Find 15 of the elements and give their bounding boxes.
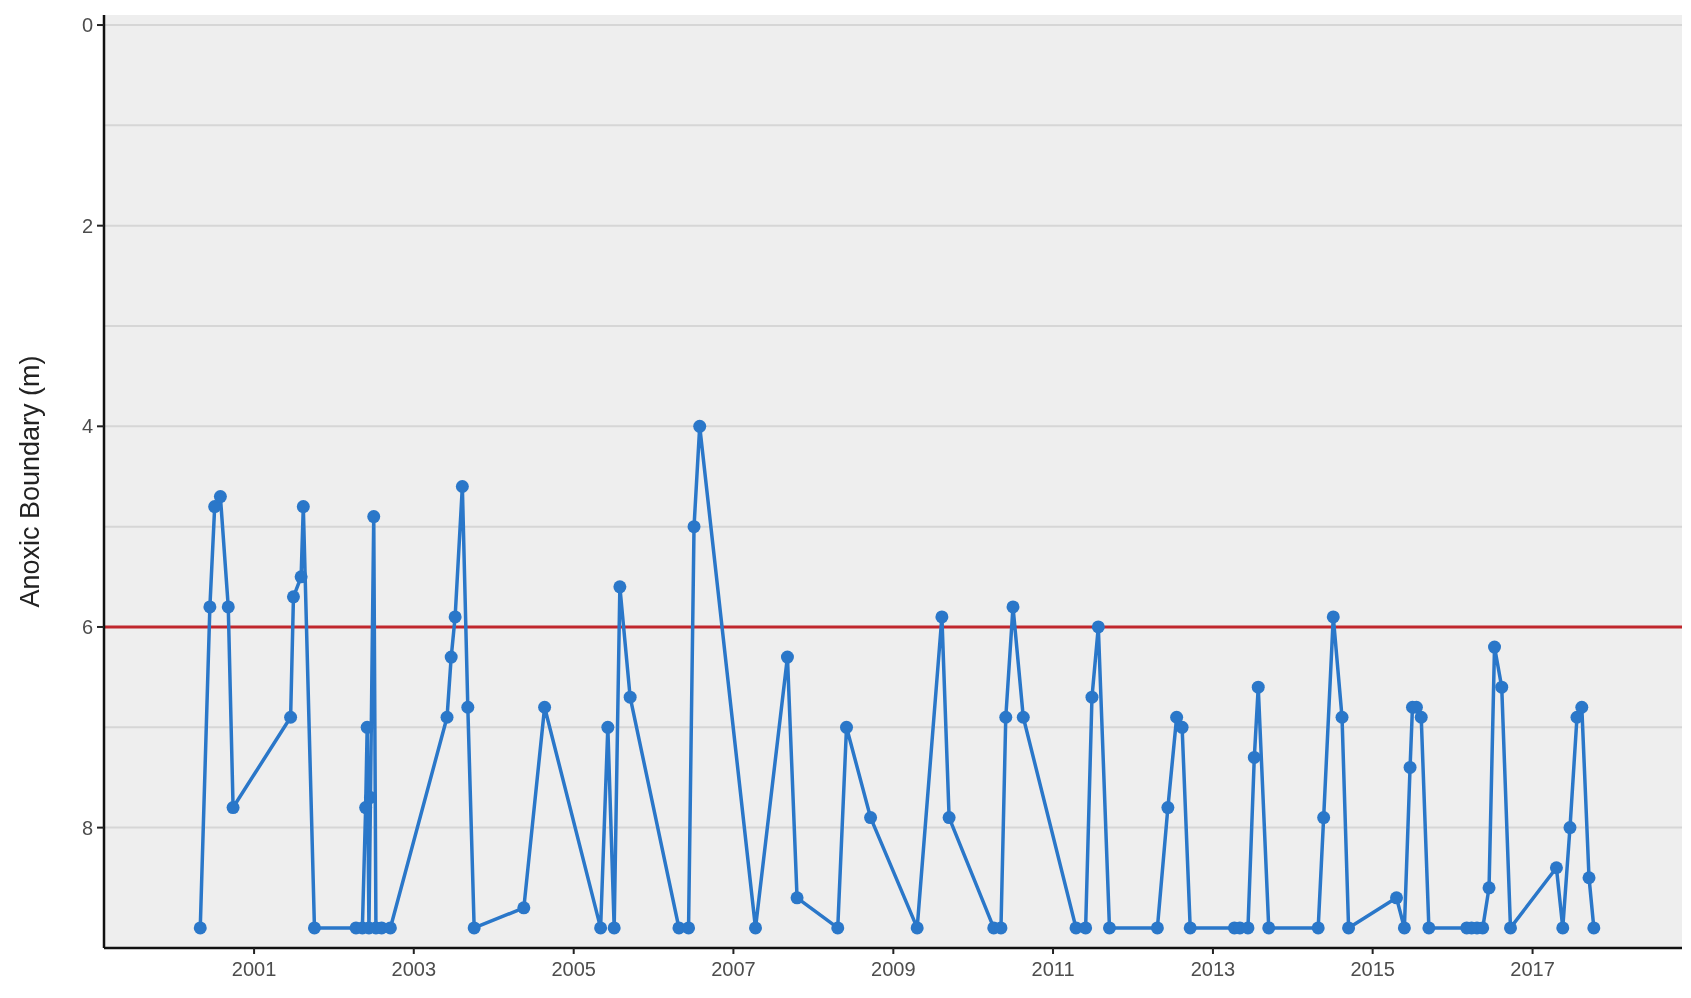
y-tick-label: 4 <box>81 415 93 438</box>
y-tick-label: 8 <box>81 816 93 839</box>
x-tick-label: 2013 <box>1190 958 1236 980</box>
x-tick-label: 2001 <box>231 958 277 980</box>
x-tick-label: 2009 <box>871 958 916 980</box>
x-tick-label: 2015 <box>1350 958 1395 980</box>
y-axis-title: Anoxic Boundary (m) <box>15 355 45 608</box>
x-tick-label: 2005 <box>551 958 596 980</box>
x-tick-label: 2011 <box>1031 958 1075 980</box>
y-tick-label: 6 <box>81 615 93 638</box>
y-tick-label: 0 <box>81 14 93 37</box>
y-tick-label: 2 <box>81 214 93 237</box>
x-tick-label: 2007 <box>711 958 756 980</box>
x-tick-label: 2003 <box>391 958 437 980</box>
x-tick-label: 2017 <box>1510 958 1555 980</box>
